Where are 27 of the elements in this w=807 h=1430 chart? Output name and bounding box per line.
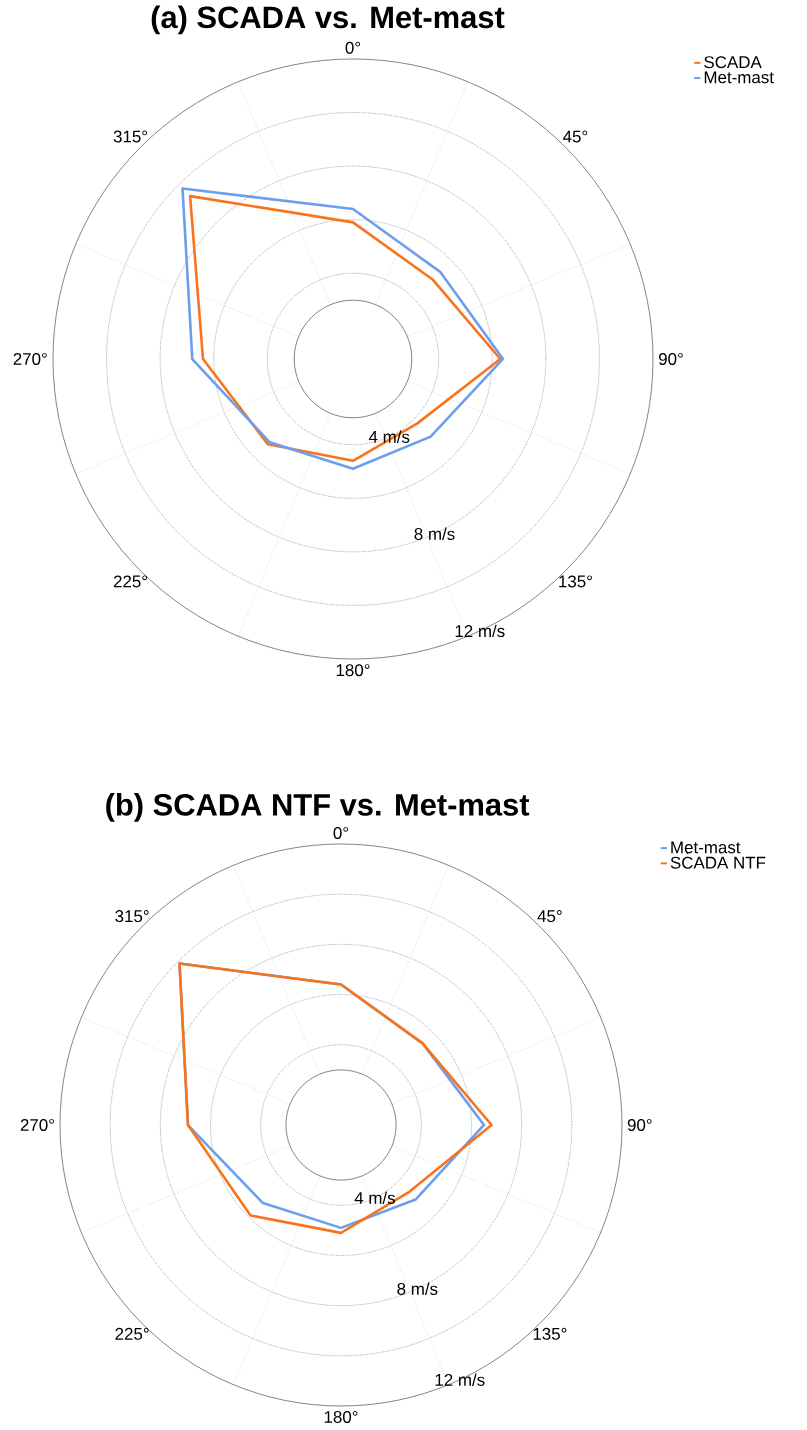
spoke-label: 315° — [115, 910, 149, 923]
legend-label: Met-mast — [704, 71, 774, 84]
spoke-label: 0° — [333, 827, 349, 839]
legend-label: SCADA — [704, 56, 762, 69]
spoke-label: 315° — [113, 130, 148, 143]
spoke-label: 0° — [345, 41, 361, 54]
y-tick-label: 4 m/s — [354, 1191, 396, 1204]
y-tick-label: 12 m/s — [435, 1373, 485, 1386]
legend-label: SCADA NTF — [670, 856, 766, 869]
spoke-label: 225° — [113, 575, 148, 588]
spoke-label: 180° — [324, 1411, 358, 1423]
spoke-label: 135° — [559, 575, 592, 588]
y-tick-label: 8 m/s — [414, 527, 455, 540]
legend-label: Met-mast — [671, 841, 741, 854]
y-tick-label: 8 m/s — [397, 1282, 438, 1295]
spoke-label: 225° — [115, 1327, 149, 1340]
spoke-label: 90° — [659, 352, 683, 365]
spoke-label: 135° — [533, 1327, 567, 1340]
spoke-label: 45° — [537, 910, 562, 923]
chart-title: (b) SCADA NTF vs. Met-mast — [106, 793, 530, 822]
spoke-label: 180° — [336, 664, 370, 677]
spoke-label: 270° — [13, 352, 47, 365]
spoke-label: 45° — [563, 130, 588, 143]
chart-title: (a) SCADA vs. Met-mast — [151, 5, 505, 35]
spoke-label: 90° — [627, 1119, 652, 1131]
y-tick-label: 12 m/s — [455, 624, 505, 638]
spoke-label: 270° — [20, 1119, 54, 1131]
